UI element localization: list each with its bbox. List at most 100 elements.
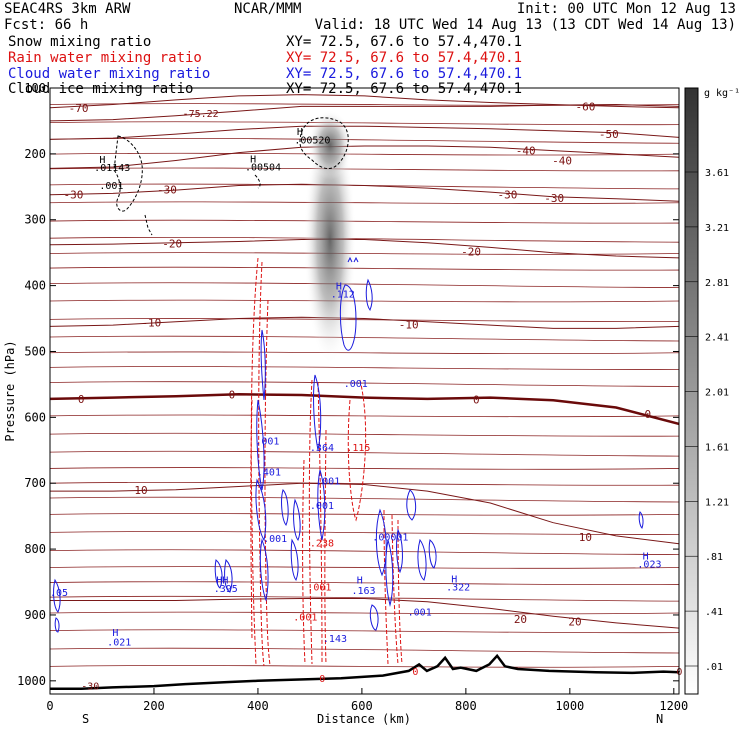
x-axis: 0 200 400 600 800 1000 1200 <box>46 688 688 713</box>
x-axis-label: Distance (km) <box>317 712 411 726</box>
field-annotation: .00504 <box>245 162 281 173</box>
x-tick-label: 1200 <box>659 699 688 713</box>
level-line <box>50 665 679 668</box>
temperature-label: -40 <box>552 154 572 167</box>
temperature-label: -30 <box>63 189 83 202</box>
field-annotation: .00520 <box>294 135 330 146</box>
temperature-label: -10 <box>141 316 161 329</box>
temperature-label: 0 <box>644 408 651 421</box>
header-valid: Valid: 18 UTC Wed 14 Aug 13 (13 CDT Wed … <box>315 17 736 33</box>
temperature-label: 20 <box>514 613 527 626</box>
field-annotation: 0 <box>319 674 325 685</box>
y-tick-label: 100 <box>24 81 46 95</box>
level-line <box>50 351 679 355</box>
colorbar-label: 3.21 <box>705 223 729 234</box>
field-annotation: .401 <box>257 467 281 478</box>
y-tick-label: 400 <box>24 279 46 293</box>
field-annotation: .364 <box>310 443 334 454</box>
x-axis-south-label: S <box>82 712 89 726</box>
level-line <box>50 366 679 370</box>
colorbar-label: 3.61 <box>705 168 729 179</box>
legend-snow-label: Snow mixing ratio <box>8 34 151 50</box>
level-line <box>50 236 679 243</box>
colorbar-label: 1.21 <box>705 497 729 508</box>
field-annotation: -75.22 <box>183 109 219 120</box>
temperature-contour <box>50 183 679 202</box>
level-line <box>50 183 679 190</box>
x-tick-label: 200 <box>143 699 165 713</box>
temperature-contour <box>50 125 679 140</box>
colorbar-label: 2.41 <box>705 333 729 344</box>
rain-water-contours <box>250 257 403 667</box>
temperature-contours <box>50 94 679 629</box>
level-line <box>50 513 679 516</box>
cloud-water-contours <box>53 256 644 633</box>
y-tick-label: 700 <box>24 476 46 490</box>
field-annotation: .395 <box>214 584 238 595</box>
plot-area <box>50 94 679 690</box>
cloud-ice-contour-mid <box>254 174 261 189</box>
field-annotation: H <box>336 282 342 293</box>
level-line <box>50 481 679 486</box>
level-line <box>50 299 679 303</box>
x-tick-label: 800 <box>455 699 477 713</box>
y-axis-label: Pressure (hPa) <box>3 340 17 441</box>
colorbar-label: .41 <box>705 607 723 618</box>
field-annotation: .163 <box>352 586 376 597</box>
field-annotation: -30 <box>81 681 99 692</box>
temperature-contour <box>50 239 679 259</box>
legend-cloudwater-xy: XY= 72.5, 67.6 to 57.4,470.1 <box>286 66 522 82</box>
temperature-label: 10 <box>579 531 592 544</box>
temperature-label: 0 <box>78 393 85 406</box>
colorbar-label: 1.61 <box>705 442 729 453</box>
field-annotation: .001 <box>99 181 123 192</box>
legend-rain-xy: XY= 72.5, 67.6 to 57.4,470.1 <box>286 50 522 66</box>
colorbar-unit: g kg⁻¹ <box>704 88 740 99</box>
level-line <box>50 581 679 586</box>
legend-cloudice-xy: XY= 72.5, 67.6 to 57.4,470.1 <box>286 81 522 97</box>
level-line <box>50 219 679 224</box>
x-tick-label: 0 <box>46 699 53 713</box>
temperature-label: 10 <box>134 484 147 497</box>
legend: Snow mixing ratio XY= 72.5, 67.6 to 57.4… <box>8 34 522 97</box>
x-tick-label: 1000 <box>555 699 584 713</box>
temperature-label: -30 <box>157 183 177 196</box>
temperature-label: -20 <box>162 237 182 250</box>
field-annotation: .001 <box>344 379 368 390</box>
snow-plume-core <box>304 115 356 365</box>
snow-plume-top <box>308 110 352 180</box>
field-annotation: HH <box>216 575 228 586</box>
field-annotation: .238 <box>310 539 334 550</box>
cloud-ice-contour-small <box>144 214 153 236</box>
colorbar-label: .81 <box>705 552 723 563</box>
field-annotation: .05 <box>50 588 68 599</box>
y-tick-label: 200 <box>24 147 46 161</box>
temperature-label: 20 <box>568 616 581 629</box>
x-axis-north-label: N <box>656 712 663 726</box>
level-line <box>50 121 679 126</box>
temperature-label: -60 <box>575 100 595 113</box>
y-tick-label: 1000 <box>17 674 46 688</box>
temperature-contour <box>50 103 679 122</box>
temperature-contour <box>50 482 679 545</box>
temperature-label: -40 <box>516 145 536 158</box>
level-line <box>50 611 679 615</box>
field-annotation: .322 <box>446 583 470 594</box>
level-line <box>50 629 679 634</box>
temperature-contour <box>50 145 679 169</box>
colorbar-labels: .01 .41 .81 1.21 1.61 2.01 2.41 2.81 3.21 3.61 <box>685 168 729 673</box>
temperature-contour <box>50 393 679 426</box>
level-line <box>50 137 679 144</box>
level-line <box>50 266 679 271</box>
field-annotation: .143 <box>323 634 347 645</box>
level-line <box>50 450 679 457</box>
field-annotation: .001 <box>255 436 279 447</box>
x-tick-label: 600 <box>351 699 373 713</box>
field-annotation: .001 <box>307 583 331 594</box>
field-annotation: .001 <box>408 608 432 619</box>
colorbar-label: .01 <box>705 662 723 673</box>
field-annotation: .01143 <box>94 163 130 174</box>
colorbar: g kg⁻¹ .01 .41 .81 1.21 1.61 2.01 2.41 2.81 3.21… <box>684 87 740 695</box>
